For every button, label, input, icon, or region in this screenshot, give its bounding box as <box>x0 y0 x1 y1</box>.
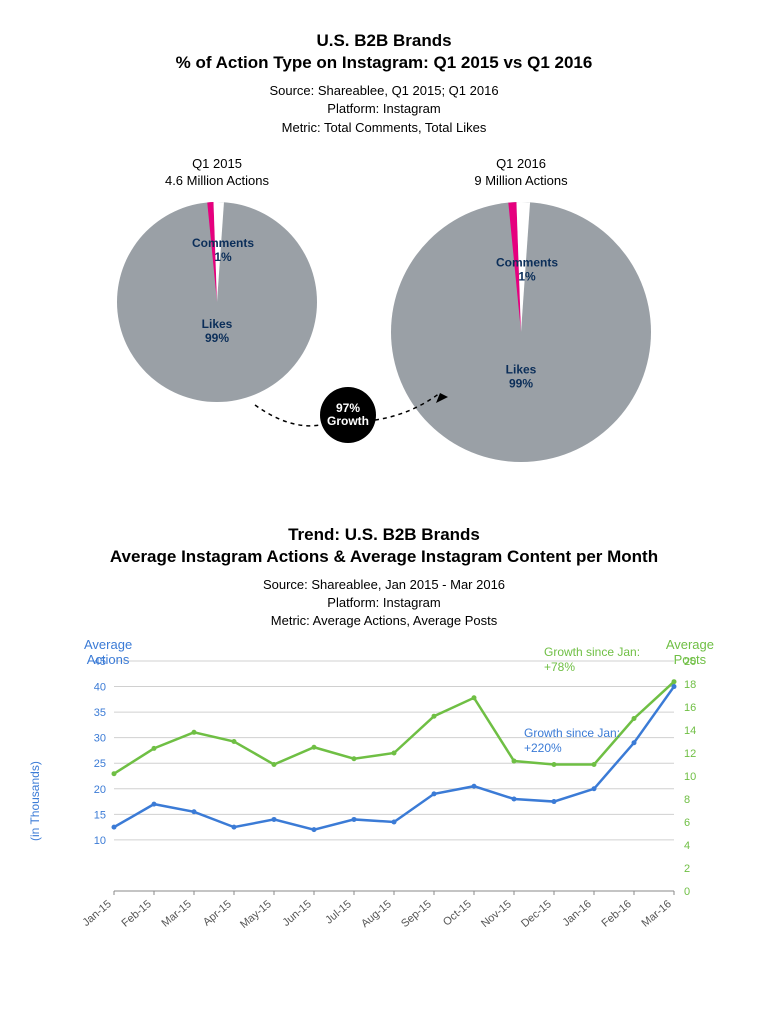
pies-container: Q1 2015 4.6 Million Actions Comments1%Li… <box>0 155 768 464</box>
svg-text:Mar-16: Mar-16 <box>640 898 674 930</box>
svg-text:1%: 1% <box>214 250 232 264</box>
svg-text:Feb-15: Feb-15 <box>120 898 154 930</box>
svg-text:25: 25 <box>94 758 106 770</box>
svg-text:20: 20 <box>94 783 106 795</box>
svg-text:Oct-15: Oct-15 <box>441 898 474 928</box>
bottom-title-line1: Trend: U.S. B2B Brands <box>0 524 768 546</box>
line-chart-container: Average Actions Average Posts (in Thousa… <box>34 641 734 1006</box>
top-metric: Metric: Total Comments, Total Likes <box>0 119 768 137</box>
dual-axis-line-chart: 101520253035404502468101214161820Jan-15F… <box>34 641 734 1001</box>
top-title-block: U.S. B2B Brands % of Action Type on Inst… <box>0 30 768 137</box>
top-title-line2: % of Action Type on Instagram: Q1 2015 v… <box>0 52 768 74</box>
svg-text:Jan-16: Jan-16 <box>560 898 593 929</box>
bottom-title-line2: Average Instagram Actions & Average Inst… <box>0 546 768 568</box>
bottom-platform: Platform: Instagram <box>0 594 768 612</box>
pie-left-period: Q1 2015 <box>115 155 319 173</box>
svg-text:Sep-15: Sep-15 <box>399 898 434 930</box>
pie-section: U.S. B2B Brands % of Action Type on Inst… <box>0 0 768 464</box>
svg-text:14: 14 <box>684 725 696 737</box>
svg-text:Nov-15: Nov-15 <box>479 898 514 930</box>
growth-arrows <box>235 385 535 465</box>
top-title-line1: U.S. B2B Brands <box>0 30 768 52</box>
svg-text:30: 30 <box>94 732 106 744</box>
svg-text:Aug-15: Aug-15 <box>359 898 394 930</box>
growth-badge-pct: 97% <box>336 402 360 415</box>
svg-text:May-15: May-15 <box>238 898 274 931</box>
pie-right-actions: 9 Million Actions <box>389 172 653 190</box>
svg-text:0: 0 <box>684 886 690 898</box>
pie-left-actions: 4.6 Million Actions <box>115 172 319 190</box>
bottom-metric: Metric: Average Actions, Average Posts <box>0 612 768 630</box>
svg-text:2: 2 <box>684 863 690 875</box>
top-platform: Platform: Instagram <box>0 100 768 118</box>
bottom-title-block: Trend: U.S. B2B Brands Average Instagram… <box>0 524 768 631</box>
svg-text:Apr-15: Apr-15 <box>201 898 234 928</box>
svg-text:Jan-15: Jan-15 <box>80 898 113 929</box>
svg-text:Mar-15: Mar-15 <box>160 898 194 930</box>
svg-text:6: 6 <box>684 817 690 829</box>
pie-chart-q1-2015: Comments1% Likes99% <box>115 200 319 404</box>
svg-text:18: 18 <box>684 679 696 691</box>
svg-text:Dec-15: Dec-15 <box>519 898 554 930</box>
growth-badge: 97% Growth <box>320 387 376 443</box>
svg-text:4: 4 <box>684 840 690 852</box>
y-left-unit: (in Thousands) <box>28 761 42 841</box>
svg-text:10: 10 <box>94 834 106 846</box>
svg-text:12: 12 <box>684 748 696 760</box>
svg-text:Feb-16: Feb-16 <box>600 898 634 930</box>
growth-badge-word: Growth <box>327 415 369 428</box>
svg-text:35: 35 <box>94 707 106 719</box>
growth-note-actions: Growth since Jan:+220% <box>524 726 620 755</box>
legend-average-posts: Average Posts <box>666 637 714 668</box>
svg-text:Jul-15: Jul-15 <box>323 898 354 926</box>
svg-text:10: 10 <box>684 771 696 783</box>
svg-text:15: 15 <box>94 809 106 821</box>
svg-text:40: 40 <box>94 681 106 693</box>
top-source: Source: Shareablee, Q1 2015; Q1 2016 <box>0 82 768 100</box>
legend-average-actions: Average Actions <box>84 637 132 668</box>
svg-text:Likes: Likes <box>202 317 233 331</box>
pie-right-period: Q1 2016 <box>389 155 653 173</box>
bottom-source: Source: Shareablee, Jan 2015 - Mar 2016 <box>0 576 768 594</box>
svg-text:Comments: Comments <box>496 255 558 269</box>
svg-text:99%: 99% <box>205 331 229 345</box>
svg-text:1%: 1% <box>518 269 536 283</box>
svg-text:Jun-15: Jun-15 <box>280 898 313 929</box>
line-section: Trend: U.S. B2B Brands Average Instagram… <box>0 524 768 1006</box>
svg-text:16: 16 <box>684 702 696 714</box>
growth-note-posts: Growth since Jan:+78% <box>544 645 640 674</box>
svg-text:Comments: Comments <box>192 236 254 250</box>
svg-text:8: 8 <box>684 794 690 806</box>
svg-text:Likes: Likes <box>506 362 537 376</box>
